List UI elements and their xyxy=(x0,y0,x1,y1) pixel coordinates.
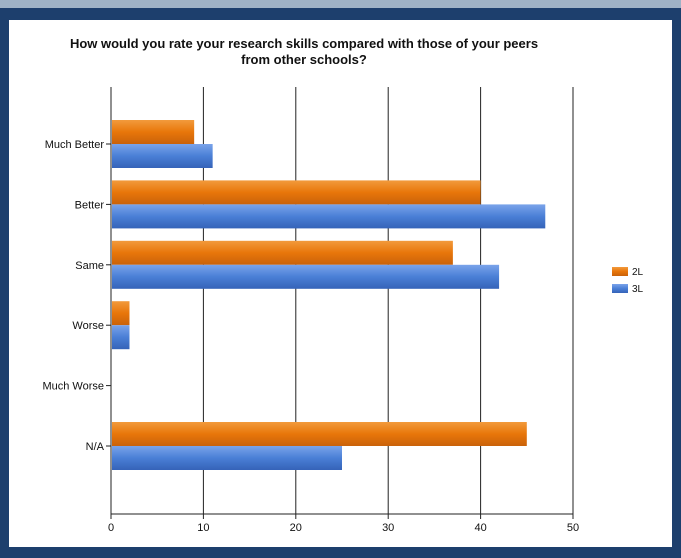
bar-2L-2 xyxy=(112,240,453,265)
bar-2L-5 xyxy=(112,422,527,446)
bar-3L-5 xyxy=(112,446,342,470)
bar-2L-0 xyxy=(112,120,195,144)
category-label-1: Better xyxy=(75,199,105,211)
category-label-0: Much Better xyxy=(45,139,105,151)
bar-2L-3 xyxy=(112,301,130,326)
bar-3L-3 xyxy=(112,325,130,350)
x-tick-label-5: 50 xyxy=(567,522,579,534)
legend-swatch-3L xyxy=(612,284,628,293)
category-label-5: N/A xyxy=(86,441,105,453)
legend-swatch-2L xyxy=(612,267,628,276)
x-tick-label-4: 40 xyxy=(474,522,486,534)
chart-panel: How would you rate your research skills … xyxy=(9,20,672,547)
category-label-4: Much Worse xyxy=(42,381,104,393)
x-tick-label-3: 30 xyxy=(382,522,394,534)
category-label-2: Same xyxy=(75,260,104,272)
x-tick-label-0: 0 xyxy=(108,522,114,534)
bar-3L-0 xyxy=(112,144,213,168)
x-tick-label-2: 20 xyxy=(290,522,302,534)
x-tick-label-1: 10 xyxy=(197,522,209,534)
bar-2L-1 xyxy=(112,180,481,205)
top-strip xyxy=(0,0,681,8)
legend-label-3L: 3L xyxy=(632,284,644,295)
chart-title: How would you rate your research skills … xyxy=(9,36,599,68)
chart-title-line-1: How would you rate your research skills … xyxy=(69,36,539,51)
bar-3L-1 xyxy=(112,204,546,229)
bar-chart: 0 10 20 30 40 50 Much Better Better Same Worse Muc… xyxy=(42,87,644,534)
category-label-3: Worse xyxy=(72,320,104,332)
bar-3L-2 xyxy=(112,264,500,289)
chart-title-line-2: from other schools? xyxy=(241,52,367,67)
legend-label-2L: 2L xyxy=(632,267,644,278)
